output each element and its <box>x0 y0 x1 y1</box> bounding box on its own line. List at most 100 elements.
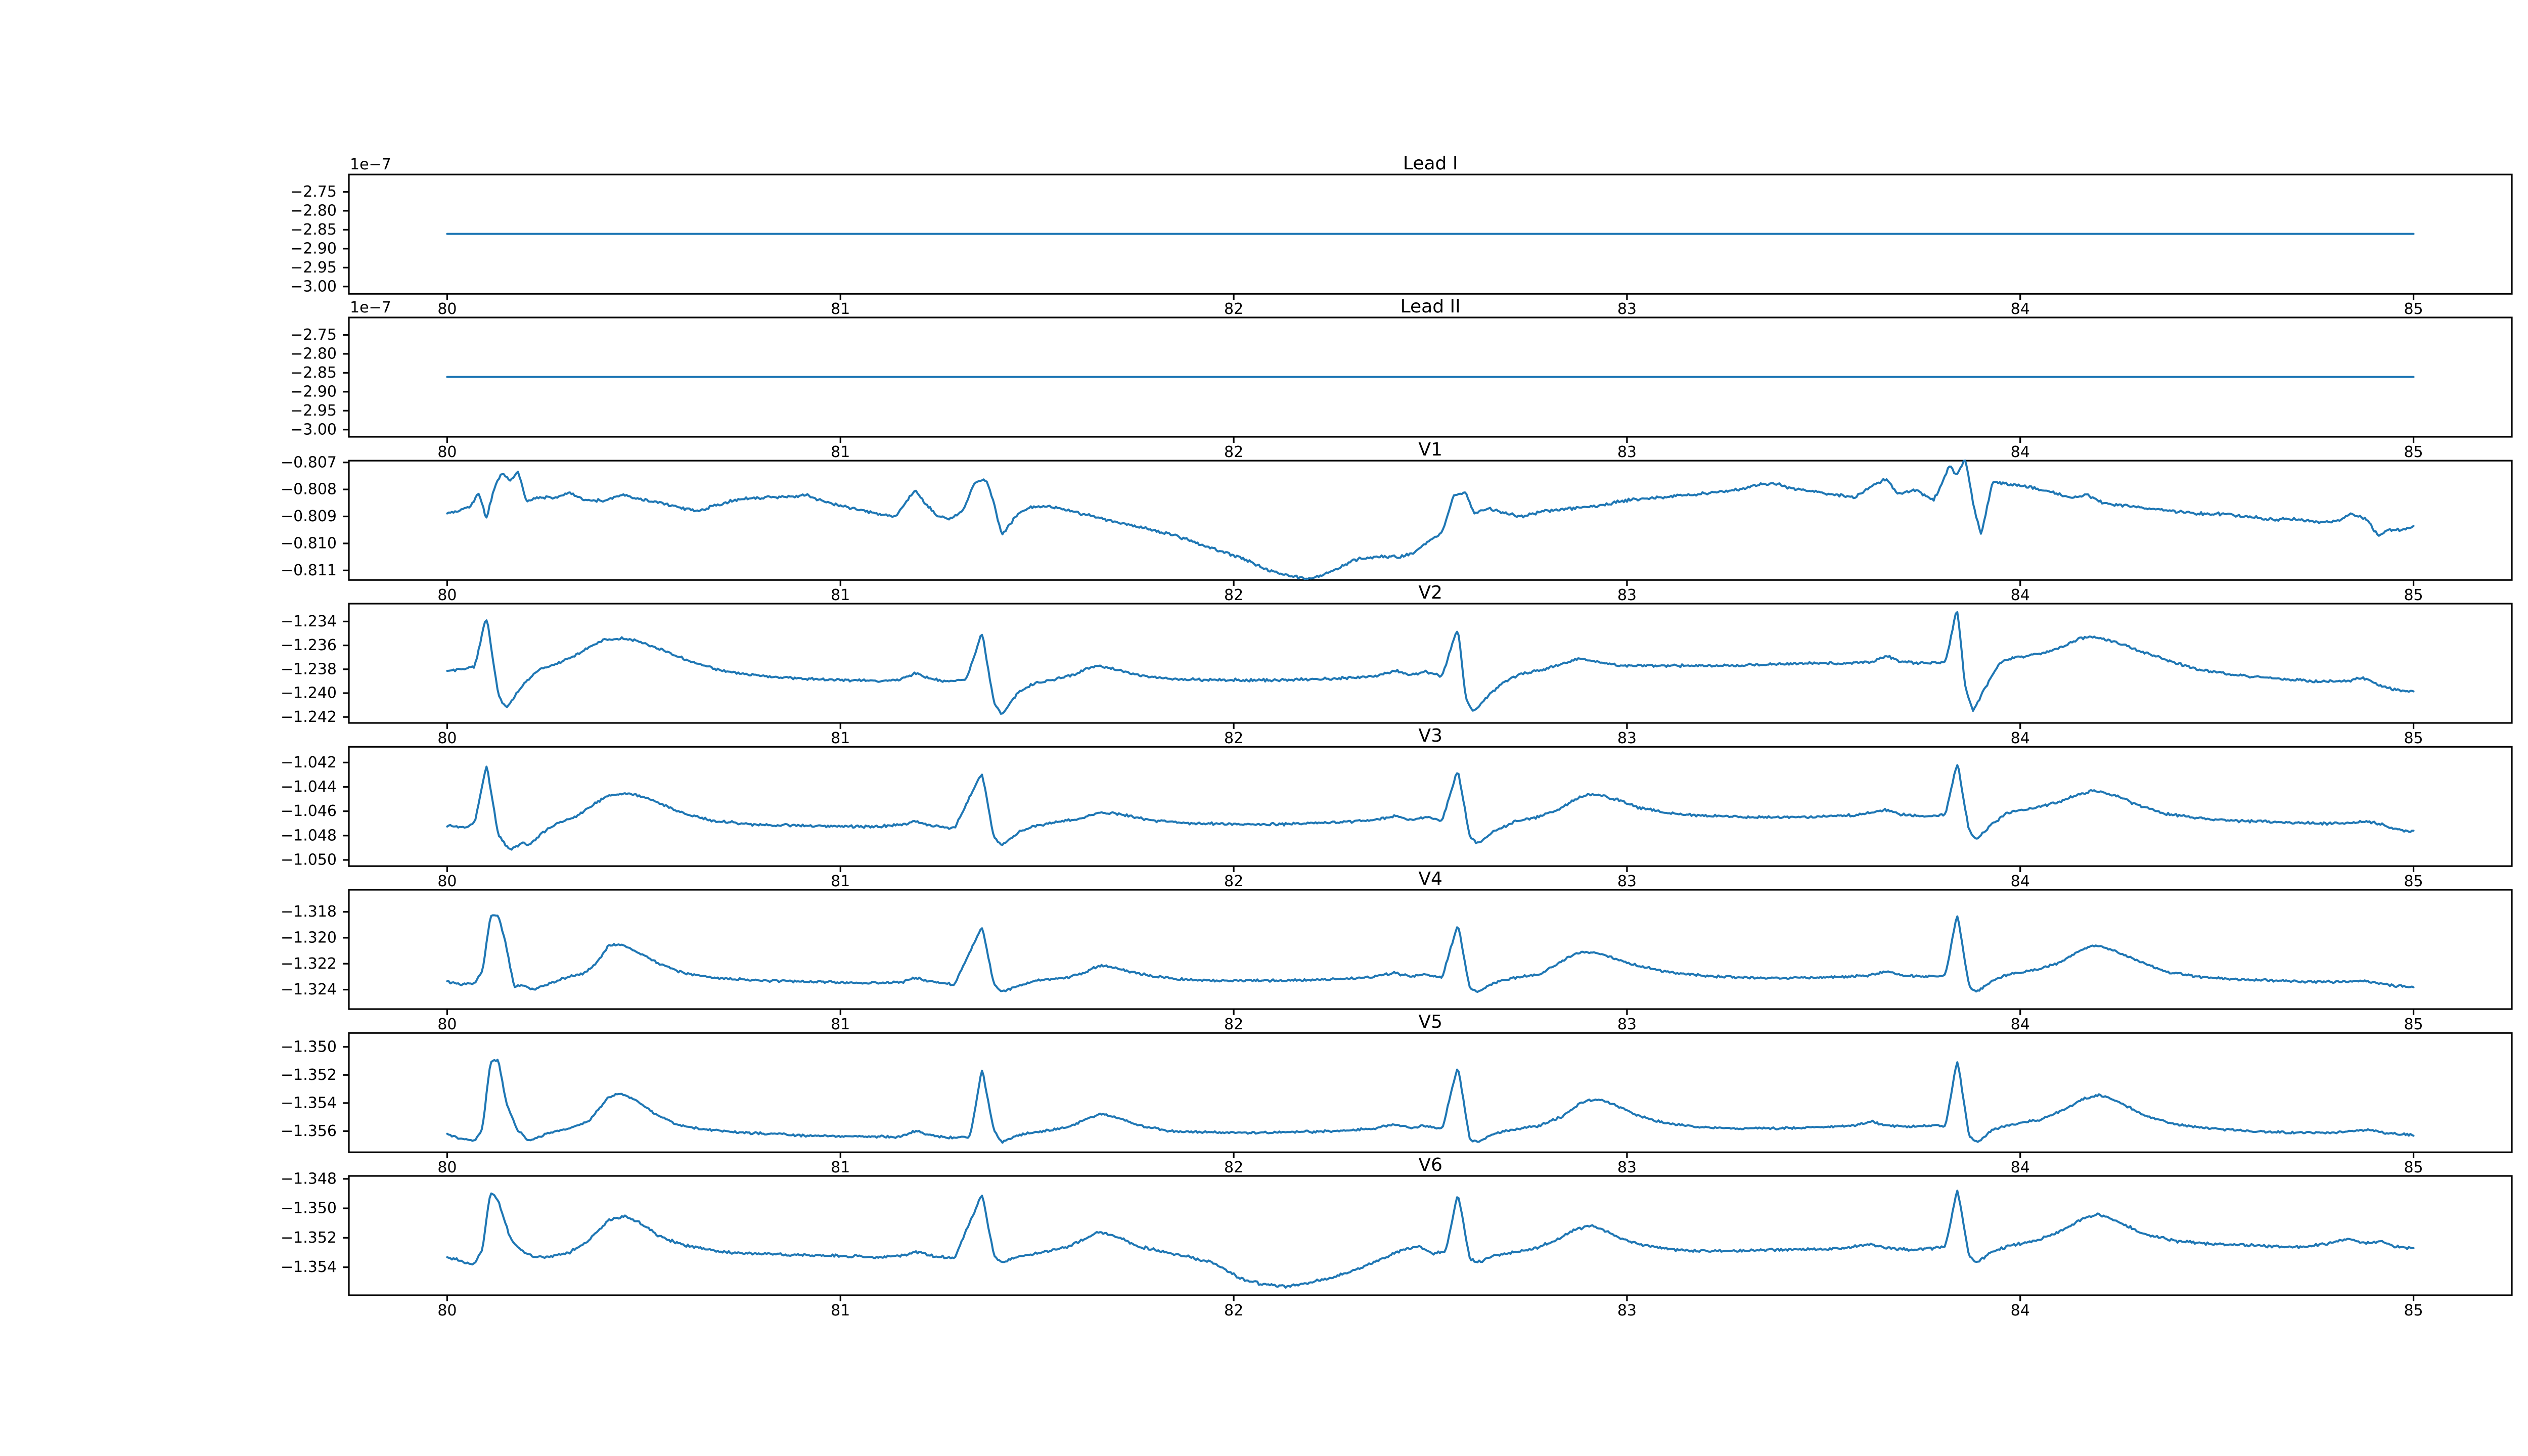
ecg-trace-v5 <box>446 1059 2415 1144</box>
x-tick-label: 83 <box>1617 1159 1637 1176</box>
y-tick-label: −1.050 <box>281 851 337 869</box>
subplot-v5: V5 80 81 82 83 84 85 −1.350 −1.352 −1.354 −1.356 <box>281 1012 2513 1176</box>
y-tick-label: −1.352 <box>281 1066 337 1084</box>
ecg-trace-v6 <box>446 1190 2415 1289</box>
x-tick-label: 83 <box>1617 873 1637 890</box>
x-tick-label: 81 <box>831 873 850 890</box>
x-tick-label: 84 <box>2011 730 2030 747</box>
y-axis-offset-label-lead-i: 1e−7 <box>350 156 391 173</box>
x-tick-label: 85 <box>2404 443 2423 461</box>
x-tick-label: 81 <box>831 1016 850 1033</box>
y-tick-label: −1.234 <box>281 613 337 630</box>
subplot-title-v1: V1 <box>1418 439 1442 460</box>
y-tick-label: −1.350 <box>281 1200 337 1217</box>
y-tick-label: −1.242 <box>281 708 337 726</box>
y-tick-label: −2.85 <box>290 364 337 382</box>
y-tick-label: −2.80 <box>290 202 337 220</box>
y-tick-label: −1.348 <box>281 1170 337 1188</box>
ecg-trace-v4 <box>446 914 2415 993</box>
y-tick-label: −1.240 <box>281 685 337 702</box>
subplot-v1: V1 80 81 82 83 84 85 −0.807 −0.808 −0.809 −0.810 −0… <box>281 439 2513 604</box>
x-tick-label: 84 <box>2011 1302 2030 1320</box>
ecg-trace-v2 <box>446 611 2415 715</box>
x-tick-label: 82 <box>1224 300 1243 318</box>
axes-border-v3 <box>348 746 2513 867</box>
subplot-v3: V3 80 81 82 83 84 85 −1.042 −1.044 −1.046 −1.048 −1… <box>281 725 2513 890</box>
axes-border-v4 <box>348 889 2513 1010</box>
subplot-title-lead-i: Lead I <box>1403 153 1458 174</box>
subplot-title-v5: V5 <box>1418 1012 1442 1032</box>
x-tick-label: 80 <box>437 1016 457 1033</box>
y-tick-label: −1.042 <box>281 754 337 771</box>
y-tick-label: −1.350 <box>281 1038 337 1056</box>
y-tick-label: −2.80 <box>290 345 337 363</box>
y-tick-label: −2.90 <box>290 383 337 400</box>
y-tick-label: −1.048 <box>281 827 337 844</box>
x-tick-label: 85 <box>2404 1302 2423 1320</box>
y-tick-label: −1.236 <box>281 636 337 654</box>
x-tick-label: 84 <box>2011 586 2030 604</box>
axes-border-v6 <box>348 1175 2513 1296</box>
subplot-v2: V2 80 81 82 83 84 85 −1.234 −1.236 −1.238 −1.240 −1… <box>281 582 2513 747</box>
subplot-title-v6: V6 <box>1418 1155 1442 1175</box>
axes-border-v5 <box>348 1032 2513 1153</box>
y-tick-label: −3.00 <box>290 421 337 438</box>
x-tick-label: 83 <box>1617 730 1637 747</box>
x-tick-label: 85 <box>2404 300 2423 318</box>
x-tick-label: 83 <box>1617 1302 1637 1320</box>
x-tick-label: 82 <box>1224 1159 1243 1176</box>
axes-border-v1 <box>348 460 2513 581</box>
y-tick-label: −2.85 <box>290 221 337 239</box>
y-tick-label: −1.320 <box>281 929 337 947</box>
y-tick-label: −3.00 <box>290 278 337 295</box>
y-tick-label: −1.324 <box>281 981 337 998</box>
y-tick-label: −2.95 <box>290 259 337 277</box>
x-tick-label: 80 <box>437 443 457 461</box>
x-tick-label: 80 <box>437 730 457 747</box>
x-tick-label: 85 <box>2404 730 2423 747</box>
y-tick-label: −2.75 <box>290 326 337 344</box>
x-tick-label: 82 <box>1224 1302 1243 1320</box>
y-tick-label: −2.95 <box>290 402 337 420</box>
x-tick-label: 83 <box>1617 300 1637 318</box>
y-tick-label: −0.808 <box>281 481 337 498</box>
y-tick-label: −1.354 <box>281 1094 337 1112</box>
x-tick-label: 84 <box>2011 873 2030 890</box>
y-tick-label: −0.809 <box>281 508 337 525</box>
x-tick-label: 81 <box>831 1302 850 1320</box>
subplot-title-v2: V2 <box>1418 582 1442 603</box>
y-tick-label: −1.044 <box>281 778 337 796</box>
axes-border-v2 <box>348 603 2513 724</box>
x-tick-label: 81 <box>831 300 850 318</box>
x-tick-label: 82 <box>1224 443 1243 461</box>
x-tick-label: 85 <box>2404 1016 2423 1033</box>
y-tick-label: −1.322 <box>281 955 337 973</box>
axes-border-lead-ii <box>348 316 2513 438</box>
x-tick-label: 82 <box>1224 730 1243 747</box>
x-tick-label: 81 <box>831 586 850 604</box>
x-tick-label: 82 <box>1224 586 1243 604</box>
x-tick-label: 81 <box>831 730 850 747</box>
y-tick-label: −0.807 <box>281 453 337 471</box>
x-tick-label: 81 <box>831 1159 850 1176</box>
x-tick-label: 84 <box>2011 300 2030 318</box>
y-tick-label: −1.318 <box>281 903 337 921</box>
subplot-title-v3: V3 <box>1418 725 1442 746</box>
x-tick-label: 82 <box>1224 1016 1243 1033</box>
x-tick-label: 81 <box>831 443 850 461</box>
x-tick-label: 83 <box>1617 586 1637 604</box>
x-tick-label: 80 <box>437 1302 457 1320</box>
x-tick-label: 84 <box>2011 1016 2030 1033</box>
x-tick-label: 84 <box>2011 443 2030 461</box>
y-tick-label: −1.238 <box>281 660 337 678</box>
y-tick-label: −1.354 <box>281 1258 337 1276</box>
x-tick-label: 80 <box>437 300 457 318</box>
subplot-title-lead-ii: Lead II <box>1401 296 1461 317</box>
y-tick-label: −2.90 <box>290 240 337 257</box>
y-tick-label: −0.810 <box>281 535 337 553</box>
axes-border-lead-i <box>348 173 2513 295</box>
subplot-v6: V6 80 81 82 83 84 85 −1.348 −1.350 −1.352 −1.354 <box>281 1155 2513 1320</box>
x-tick-label: 85 <box>2404 873 2423 890</box>
